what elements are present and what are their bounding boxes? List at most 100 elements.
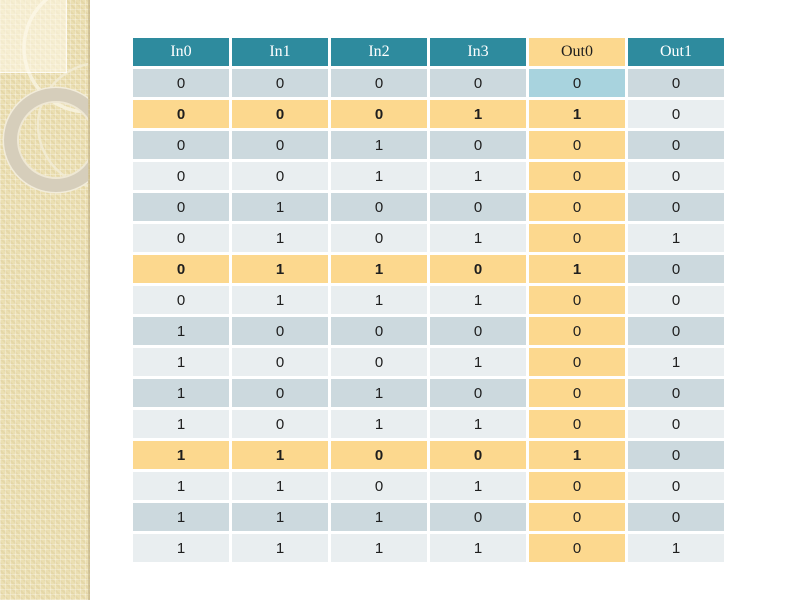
table-cell-in1: 1 bbox=[232, 255, 328, 283]
table-cell-in2: 0 bbox=[331, 472, 427, 500]
table-cell-out0: 0 bbox=[529, 503, 625, 531]
table-cell-in3: 1 bbox=[430, 224, 526, 252]
table-cell-in3: 1 bbox=[430, 100, 526, 128]
table-cell-out1: 0 bbox=[628, 286, 724, 314]
table-cell-in2: 0 bbox=[331, 441, 427, 469]
table-cell-in3: 0 bbox=[430, 317, 526, 345]
table-cell-out1: 1 bbox=[628, 534, 724, 562]
table-cell-in1: 1 bbox=[232, 286, 328, 314]
table-cell-in0: 0 bbox=[133, 286, 229, 314]
table-cell-in2: 0 bbox=[331, 100, 427, 128]
table-cell-in3: 1 bbox=[430, 534, 526, 562]
table-cell-out1: 0 bbox=[628, 472, 724, 500]
table-cell-in0: 0 bbox=[133, 224, 229, 252]
table-cell-out1: 0 bbox=[628, 100, 724, 128]
sidebar-decoration bbox=[0, 0, 90, 600]
table-cell-in1: 0 bbox=[232, 379, 328, 407]
table-cell-in1: 0 bbox=[232, 162, 328, 190]
table-cell-in0: 1 bbox=[133, 503, 229, 531]
table-cell-in1: 0 bbox=[232, 131, 328, 159]
table-cell-in1: 0 bbox=[232, 69, 328, 97]
table-cell-out1: 0 bbox=[628, 379, 724, 407]
circles-ornament-icon bbox=[2, 0, 88, 194]
table-cell-out0: 1 bbox=[529, 100, 625, 128]
table-cell-in2: 0 bbox=[331, 317, 427, 345]
table-cell-in2: 1 bbox=[331, 255, 427, 283]
column-header-in0: In0 bbox=[133, 38, 229, 66]
table-cell-in0: 1 bbox=[133, 410, 229, 438]
table-cell-out0: 0 bbox=[529, 379, 625, 407]
table-cell-in0: 0 bbox=[133, 193, 229, 221]
table-cell-out1: 0 bbox=[628, 162, 724, 190]
table-cell-in0: 1 bbox=[133, 379, 229, 407]
table-cell-in0: 1 bbox=[133, 348, 229, 376]
table-cell-in1: 0 bbox=[232, 348, 328, 376]
table-cell-in0: 1 bbox=[133, 441, 229, 469]
table-cell-in3: 0 bbox=[430, 379, 526, 407]
table-cell-in2: 0 bbox=[331, 348, 427, 376]
table-cell-out0: 0 bbox=[529, 131, 625, 159]
table-cell-in3: 0 bbox=[430, 503, 526, 531]
table-cell-out0: 0 bbox=[529, 69, 625, 97]
table-cell-out1: 0 bbox=[628, 193, 724, 221]
table-cell-out0: 0 bbox=[529, 193, 625, 221]
table-cell-out1: 1 bbox=[628, 348, 724, 376]
table-cell-out1: 0 bbox=[628, 131, 724, 159]
table-cell-in1: 1 bbox=[232, 534, 328, 562]
table-cell-out0: 0 bbox=[529, 286, 625, 314]
table-cell-in0: 0 bbox=[133, 69, 229, 97]
table-cell-in2: 1 bbox=[331, 503, 427, 531]
table-cell-in3: 0 bbox=[430, 193, 526, 221]
table-cell-out0: 0 bbox=[529, 410, 625, 438]
table-cell-out0: 1 bbox=[529, 255, 625, 283]
table-cell-in1: 1 bbox=[232, 441, 328, 469]
table-cell-in1: 0 bbox=[232, 410, 328, 438]
table-cell-in1: 0 bbox=[232, 100, 328, 128]
table-header: In0 In1 In2 In3 Out0 Out1 bbox=[133, 38, 724, 66]
table-cell-out1: 0 bbox=[628, 255, 724, 283]
table-header-row: In0 In1 In2 In3 Out0 Out1 bbox=[133, 38, 724, 66]
table-cell-out0: 0 bbox=[529, 317, 625, 345]
column-header-out1: Out1 bbox=[628, 38, 724, 66]
table-cell-in2: 1 bbox=[331, 131, 427, 159]
table-cell-in2: 1 bbox=[331, 534, 427, 562]
table-cell-in0: 0 bbox=[133, 255, 229, 283]
table-cell-in3: 1 bbox=[430, 410, 526, 438]
table-cell-out0: 0 bbox=[529, 534, 625, 562]
table-cell-in3: 0 bbox=[430, 69, 526, 97]
table-cell-out1: 0 bbox=[628, 441, 724, 469]
table-cell-out0: 0 bbox=[529, 348, 625, 376]
table-cell-in2: 1 bbox=[331, 410, 427, 438]
column-header-out0: Out0 bbox=[529, 38, 625, 66]
table-cell-out0: 0 bbox=[529, 224, 625, 252]
table-cell-in2: 1 bbox=[331, 162, 427, 190]
table-cell-in3: 0 bbox=[430, 255, 526, 283]
table-cell-in1: 1 bbox=[232, 193, 328, 221]
table-cell-out1: 1 bbox=[628, 224, 724, 252]
table-cell-in2: 1 bbox=[331, 379, 427, 407]
column-header-in2: In2 bbox=[331, 38, 427, 66]
column-header-in3: In3 bbox=[430, 38, 526, 66]
table-cell-out1: 0 bbox=[628, 410, 724, 438]
table-cell-in2: 1 bbox=[331, 286, 427, 314]
table-cell-in1: 1 bbox=[232, 224, 328, 252]
table-cell-out1: 0 bbox=[628, 317, 724, 345]
column-header-in1: In1 bbox=[232, 38, 328, 66]
sidebar-accent-rectangle bbox=[0, 0, 67, 73]
table-cell-out0: 0 bbox=[529, 472, 625, 500]
table-cell-in2: 0 bbox=[331, 69, 427, 97]
table-cell-in3: 1 bbox=[430, 348, 526, 376]
table-cell-out1: 0 bbox=[628, 69, 724, 97]
